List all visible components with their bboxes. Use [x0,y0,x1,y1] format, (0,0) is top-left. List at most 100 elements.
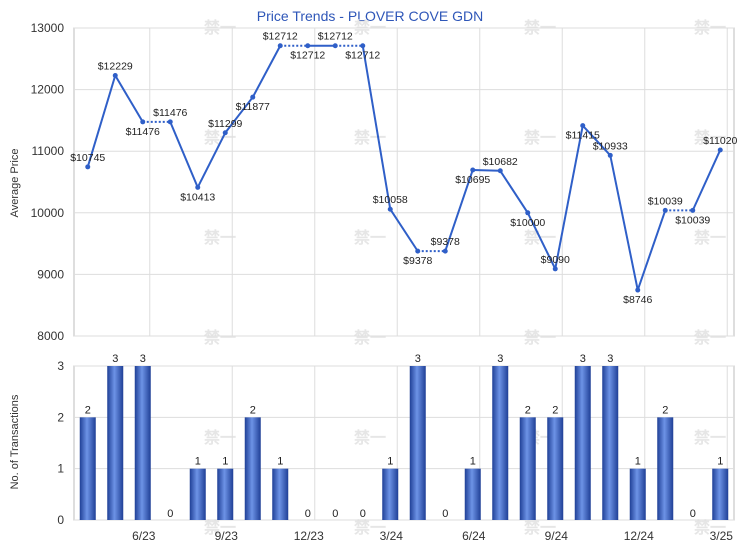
price-point-label: $10039 [675,214,710,226]
price-line-segment [251,45,282,98]
price-point [167,119,173,125]
price-y-tick-label: 12000 [31,83,65,97]
price-point [552,266,558,272]
watermark-text: 禁一 [354,429,386,447]
x-tick-label: 12/23 [294,529,324,543]
price-point [442,248,448,254]
price-point-label: $10933 [593,140,628,152]
bar-value-label: 1 [470,456,476,468]
price-point-label: $12229 [98,60,133,72]
transactions-y-tick-label: 1 [57,462,64,476]
transaction-bar [657,417,674,520]
price-point [525,210,531,216]
price-point [277,43,283,49]
transaction-bar [574,366,591,520]
price-point [717,147,723,153]
price-point-label: $10058 [373,194,408,206]
transaction-bar [409,366,426,520]
price-line-segment [224,96,254,134]
x-tick-label: 3/25 [710,529,734,543]
bar-value-label: 3 [140,353,146,365]
price-point [250,94,256,100]
watermark-text: 禁一 [694,429,726,447]
price-line-segment [691,149,722,211]
price-line-segment [114,74,144,123]
watermark-text: 禁一 [524,129,556,147]
price-point-label: $10000 [510,217,545,229]
watermark-text: 禁一 [204,329,236,347]
price-point-label: $11877 [236,101,270,113]
bar-value-label: 3 [607,353,613,365]
transaction-bar [519,417,536,520]
price-point [112,72,118,78]
transaction-bar [712,468,729,520]
price-plot-frame [73,27,735,337]
price-point [195,184,201,190]
price-point-label: $9378 [403,255,432,267]
bar-value-label: 0 [690,508,696,520]
price-point [332,43,338,49]
bar-value-label: 2 [525,404,531,416]
watermark-text: 禁一 [694,229,726,247]
price-point [360,43,366,49]
watermark-text: 禁一 [204,229,236,247]
watermark-text: 禁一 [354,519,386,537]
transaction-bar [134,366,151,520]
price-point [580,123,586,129]
watermark-text: 禁一 [524,329,556,347]
price-point [415,248,421,254]
bar-value-label: 2 [85,404,91,416]
chart-title: Price Trends - PLOVER COVE GDN [257,8,483,24]
price-point-label: $9090 [541,254,570,266]
watermark-text: 禁一 [204,519,236,537]
transaction-bar [189,468,206,520]
price-line-segment [389,208,419,252]
x-tick-label: 12/24 [624,529,654,543]
x-tick-label: 6/23 [132,529,156,543]
transaction-bar [107,366,124,520]
price-point-label: $11476 [153,107,187,119]
price-point-label: $11415 [566,130,600,142]
price-point [305,43,311,49]
watermark-text: 禁一 [694,129,726,147]
price-point [635,287,641,293]
transaction-bar [602,366,619,520]
watermark-text: 禁一 [694,519,726,537]
watermark-text: 禁一 [204,429,236,447]
price-point [470,167,476,173]
label-layer: 6/23 9/23 12/23 3/24 6/24 9/24 12/24 3/25 8000 90… [31,21,738,543]
price-line-segment [444,169,474,252]
transactions-y-tick-label: 0 [57,513,64,527]
price-point [387,206,393,212]
x-tick-label: 3/24 [380,529,404,543]
price-point-label: $12712 [345,50,380,62]
price-point-label: $11299 [208,118,242,130]
price-point-label: $11476 [126,126,160,138]
price-point-label: $10745 [70,152,105,164]
bar-value-label: 1 [195,456,201,468]
price-line-segment [636,210,667,291]
price-line-segment [196,132,227,188]
price-point [662,207,668,213]
bar-value-label: 3 [112,353,118,365]
watermark-text: 禁一 [524,519,556,537]
price-point-label: $11020 [703,135,737,147]
transaction-bar [244,417,261,520]
watermark-text: 禁一 [354,329,386,347]
bar-value-label: 3 [580,353,586,365]
x-tick-label: 9/24 [545,529,569,543]
price-point-label: $10682 [483,156,518,168]
price-point-label: $8746 [623,294,652,306]
price-point-label: $9378 [431,236,460,248]
watermark-text: 禁一 [694,329,726,347]
bar-value-label: 0 [360,508,366,520]
transaction-bar [382,468,399,520]
price-line-segment [361,45,392,210]
bar-value-label: 1 [222,456,228,468]
price-point-label: $12712 [318,31,353,43]
price-line-segment [554,125,584,270]
price-point [85,164,91,170]
transaction-bar [272,468,289,520]
bar-value-label: 2 [552,404,558,416]
